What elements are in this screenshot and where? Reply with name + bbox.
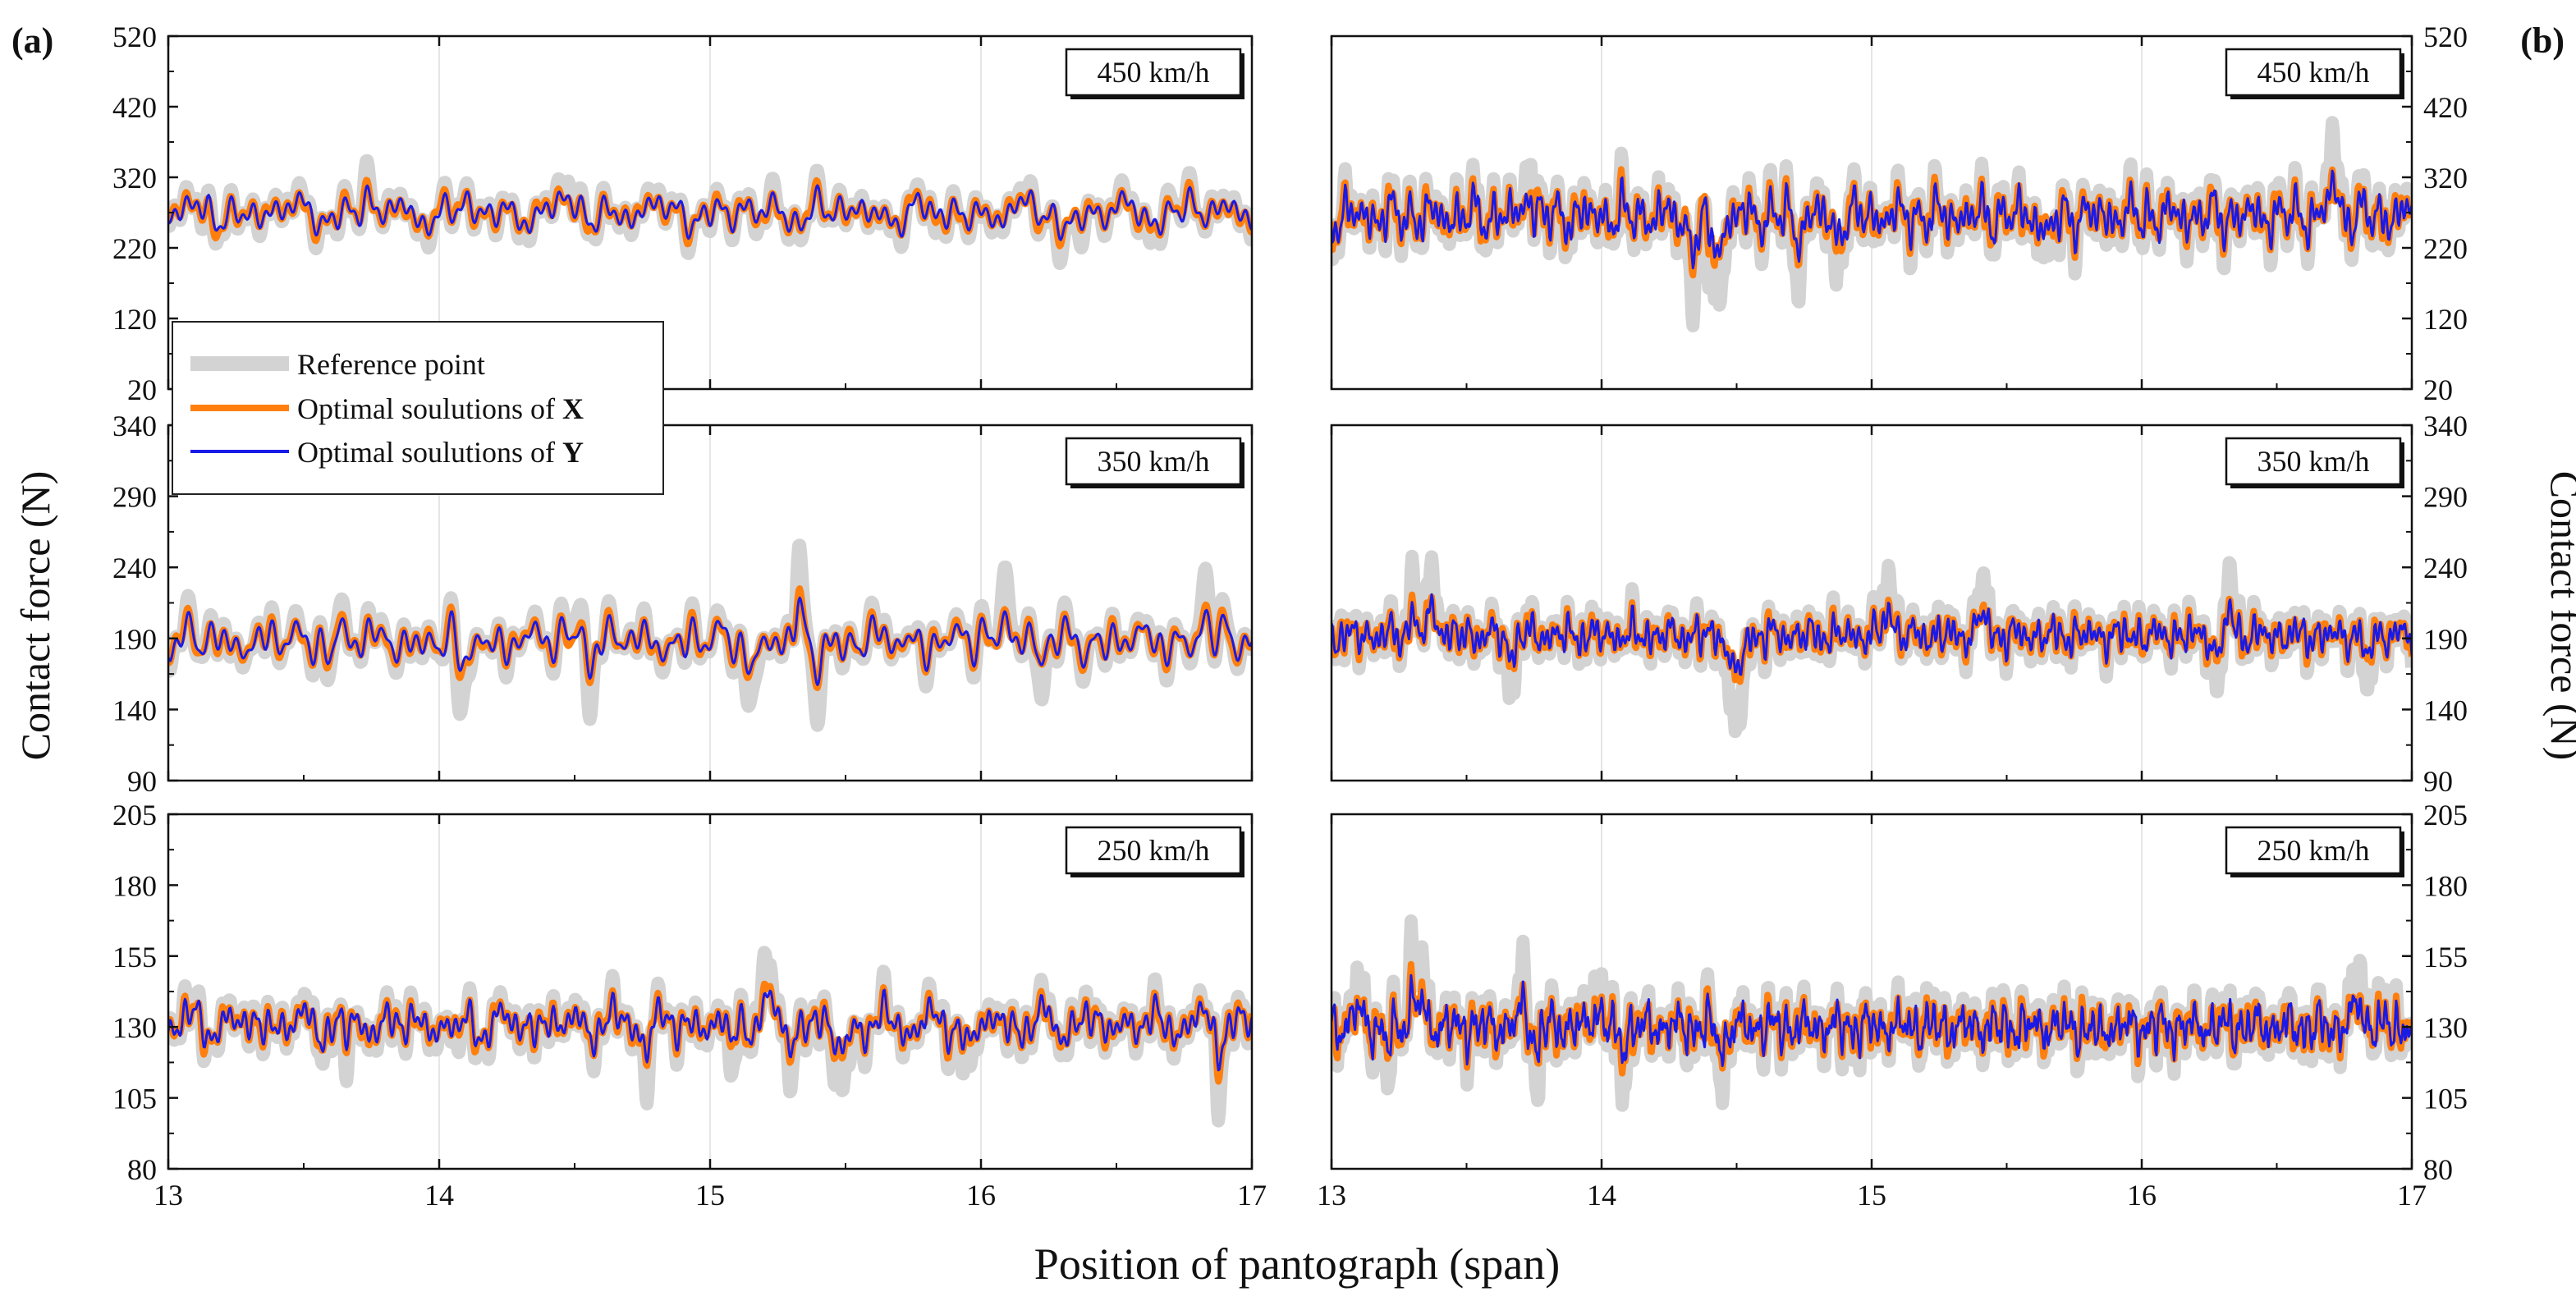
y-tick-label: 420 xyxy=(2423,91,2468,124)
series-optimal-y xyxy=(168,184,1252,241)
y-tick-label: 190 xyxy=(2423,623,2468,656)
panel-b-label: (b) xyxy=(2520,21,2565,61)
y-tick-label: 20 xyxy=(2423,373,2453,406)
y-tick-label: 105 xyxy=(2423,1083,2468,1115)
panel-a-0: 20 120 220 320 420 520 450 km/h xyxy=(112,21,1254,406)
y-tick-label: 155 xyxy=(2423,941,2468,973)
y-tick-label: 220 xyxy=(112,232,157,265)
y-tick-label: 90 xyxy=(2423,765,2453,798)
y-tick-label: 140 xyxy=(112,694,157,726)
panel-b-2: 80 105 130 155 180 205 13 14 15 16 17 250 km/h xyxy=(1317,799,2468,1212)
speed-badge-label: 450 km/h xyxy=(1097,56,1209,89)
y-tick-label: 120 xyxy=(112,303,157,336)
speed-badge xyxy=(2225,826,2402,875)
y-tick-label: 205 xyxy=(2423,799,2468,831)
y-tick-label: 140 xyxy=(2423,694,2468,726)
y-tick-label: 290 xyxy=(112,481,157,514)
y-tick-label: 205 xyxy=(112,799,157,831)
x-tick-label: 14 xyxy=(1587,1179,1616,1212)
x-tick-label: 16 xyxy=(2127,1179,2157,1212)
series-optimal-y xyxy=(1332,973,2412,1068)
y-axis-label-left: Contact force (N) xyxy=(12,471,58,761)
y-tick-label: 320 xyxy=(2423,162,2468,195)
y-tick-label: 340 xyxy=(112,410,157,442)
y-tick-label: 120 xyxy=(2423,303,2468,336)
y-tick-label: 180 xyxy=(2423,869,2468,902)
y-tick-label: 105 xyxy=(112,1083,157,1115)
speed-badge xyxy=(1065,437,1242,486)
speed-badge-label: 450 km/h xyxy=(2257,56,2369,89)
chart-panels: 20 120 220 320 420 520 450 km/h 90 140 190 240 290 3… xyxy=(112,21,2468,1212)
x-tick-label: 13 xyxy=(1317,1179,1346,1212)
x-tick-label: 15 xyxy=(695,1179,725,1212)
legend-label-x: Optimal soulutions of X xyxy=(297,392,584,425)
panel-a-label: (a) xyxy=(11,21,53,61)
speed-badge-label: 250 km/h xyxy=(1097,834,1209,867)
x-tick-label: 17 xyxy=(1237,1179,1267,1212)
y-axis-label-right: Contact force (N) xyxy=(2542,471,2576,761)
y-tick-label: 240 xyxy=(2423,552,2468,584)
y-tick-label: 155 xyxy=(112,941,157,973)
x-tick-label: 16 xyxy=(966,1179,996,1212)
y-tick-label: 190 xyxy=(112,623,157,656)
y-tick-label: 90 xyxy=(127,765,157,798)
y-tick-label: 290 xyxy=(2423,481,2468,514)
legend-label-reference: Reference point xyxy=(297,348,485,381)
legend: Reference point Optimal soulutions of X … xyxy=(172,321,664,495)
panel-b-1: 90 140 190 240 290 340 350 km/h xyxy=(1330,410,2468,798)
y-tick-label: 520 xyxy=(112,21,157,53)
y-tick-label: 240 xyxy=(112,552,157,584)
y-tick-label: 420 xyxy=(112,91,157,124)
series-optimal-y xyxy=(168,988,1252,1072)
speed-badge-label: 350 km/h xyxy=(2257,445,2369,478)
speed-badge xyxy=(1065,826,1242,875)
y-tick-label: 340 xyxy=(2423,410,2468,442)
x-tick-label: 14 xyxy=(424,1179,454,1212)
series-optimal-y xyxy=(168,596,1252,686)
series-optimal-y xyxy=(1332,169,2412,270)
y-tick-label: 80 xyxy=(2423,1153,2453,1186)
series-optimal-y xyxy=(1332,593,2412,676)
speed-badge-label: 250 km/h xyxy=(2257,834,2369,867)
y-tick-label: 320 xyxy=(112,162,157,195)
x-axis-label: Position of pantograph (span) xyxy=(1034,1239,1560,1289)
speed-badge xyxy=(2225,437,2402,486)
y-tick-label: 80 xyxy=(127,1153,157,1186)
panel-b-0: 20 120 220 320 420 520 450 km/h xyxy=(1330,21,2468,406)
speed-badge xyxy=(1065,48,1242,97)
panel-a-2: 80 105 130 155 180 205 13 14 15 16 17 250 km/h xyxy=(112,799,1267,1212)
y-tick-label: 130 xyxy=(112,1011,157,1044)
y-tick-label: 520 xyxy=(2423,21,2468,53)
legend-label-y: Optimal soulutions of Y xyxy=(297,436,584,469)
speed-badge-label: 350 km/h xyxy=(1097,445,1209,478)
x-tick-label: 15 xyxy=(1857,1179,1886,1212)
speed-badge xyxy=(2225,48,2402,97)
panel-a-1: 90 140 190 240 290 340 350 km/h xyxy=(112,410,1254,798)
y-tick-label: 130 xyxy=(2423,1011,2468,1044)
y-tick-label: 220 xyxy=(2423,232,2468,265)
y-tick-label: 180 xyxy=(112,869,157,902)
y-tick-label: 20 xyxy=(127,373,157,406)
x-tick-label: 13 xyxy=(154,1179,183,1212)
x-tick-label: 17 xyxy=(2397,1179,2427,1212)
